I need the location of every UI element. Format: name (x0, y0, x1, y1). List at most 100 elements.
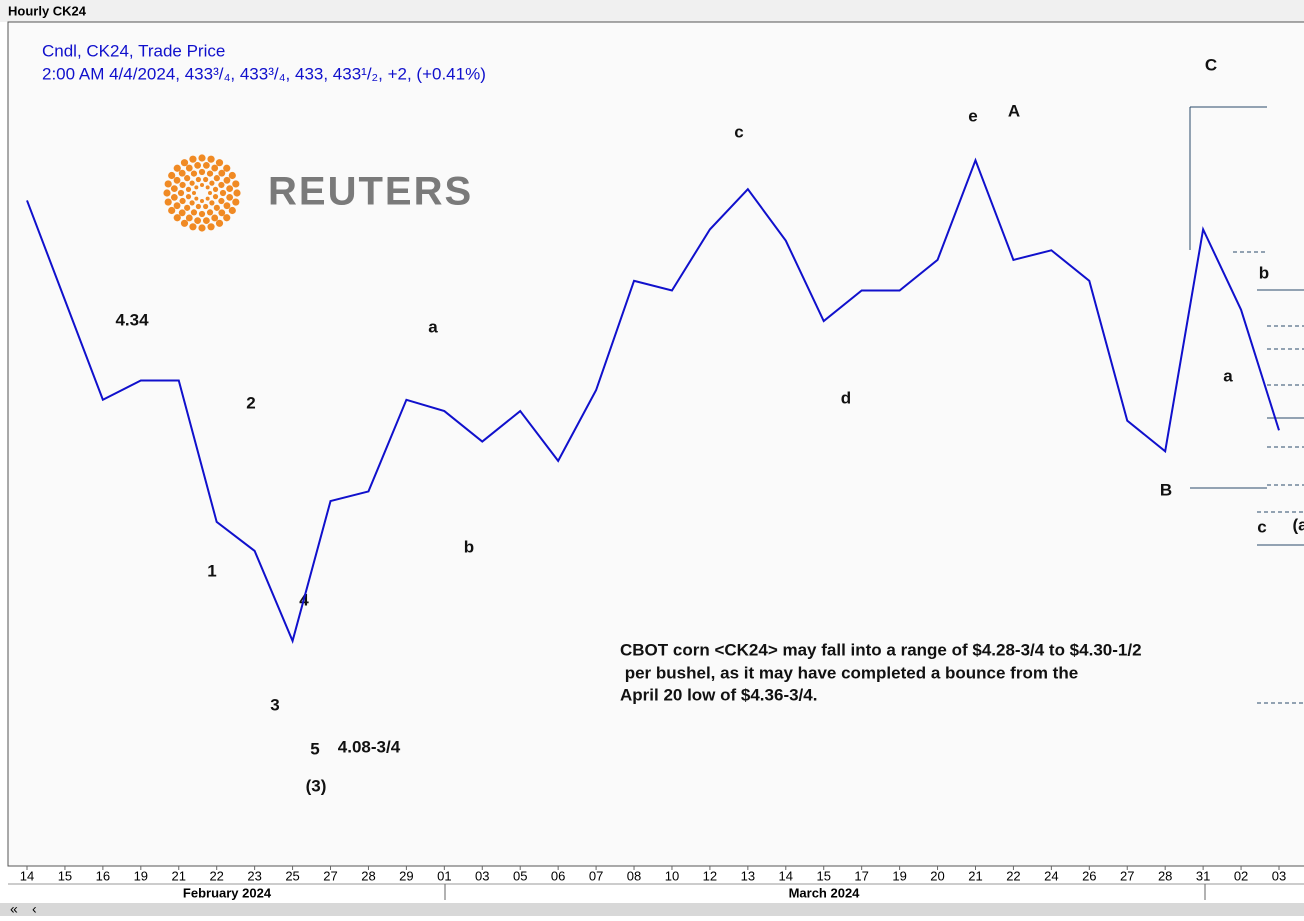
logo-dot (179, 197, 186, 205)
x-tick-label: 28 (1158, 868, 1172, 883)
logo (163, 154, 241, 232)
window-title: Hourly CK24 (8, 3, 87, 18)
x-tick-label: 22 (209, 868, 223, 883)
logo-dot (185, 186, 192, 192)
annotation: 5 (310, 739, 319, 758)
logo-dot (206, 209, 214, 216)
logo-dot (211, 164, 219, 172)
logo-dot (218, 209, 226, 217)
annotation: c (734, 122, 743, 141)
logo-dot (179, 181, 186, 189)
annotation: C (1205, 55, 1217, 74)
x-tick-label: 20 (930, 868, 944, 883)
x-tick-label: 01 (437, 868, 451, 883)
logo-dot (223, 214, 231, 222)
logo-dot (209, 200, 215, 206)
logo-dot (164, 180, 172, 188)
x-tick-label: 06 (551, 868, 565, 883)
logo-dot (178, 209, 186, 217)
logo-dot (195, 203, 201, 210)
x-tick-label: 21 (968, 868, 982, 883)
x-tick-label: 12 (703, 868, 717, 883)
logo-dot (198, 210, 206, 218)
annotation: B (1160, 480, 1172, 499)
x-tick-label: 16 (96, 868, 110, 883)
scrollbar[interactable] (0, 903, 1304, 916)
month-label: March 2024 (789, 885, 861, 900)
logo-dot (208, 191, 212, 195)
title-bar (0, 0, 1304, 22)
logo-dot (200, 183, 204, 187)
logo-dot (173, 176, 181, 184)
logo-dot (190, 209, 198, 216)
logo-dot (189, 223, 197, 231)
annotation: a (1223, 366, 1233, 385)
x-tick-label: 23 (247, 868, 261, 883)
logo-dot (185, 194, 192, 200)
x-tick-label: 15 (58, 868, 72, 883)
logo-dot (194, 196, 199, 201)
x-tick-label: 26 (1082, 868, 1096, 883)
logo-dot (203, 203, 209, 210)
logo-dot (212, 194, 219, 200)
logo-dot (226, 193, 234, 201)
logo-dot (180, 159, 189, 167)
logo-dot (190, 170, 198, 177)
x-tick-label: 10 (665, 868, 679, 883)
logo-dot (213, 204, 220, 211)
logo-dot (215, 159, 224, 167)
logo-dot (203, 176, 209, 183)
logo-dot (170, 185, 178, 193)
annotation: 3 (270, 695, 279, 714)
x-tick-label: 31 (1196, 868, 1210, 883)
annotation: d (841, 388, 851, 407)
logo-dot (194, 161, 202, 169)
logo-dot (213, 175, 220, 182)
logo-dot (202, 161, 210, 169)
x-tick-label: 22 (1006, 868, 1020, 883)
comment: April 20 low of $4.36-3/4. (620, 685, 817, 704)
logo-dot (219, 189, 227, 197)
logo-dot (189, 200, 195, 206)
logo-dot (233, 189, 241, 197)
logo-dot (218, 197, 225, 205)
x-tick-label: 07 (589, 868, 603, 883)
logo-dot (180, 219, 189, 227)
x-tick-label: 14 (20, 868, 34, 883)
annotation: c (1257, 517, 1266, 536)
x-tick-label: 27 (323, 868, 337, 883)
logo-dot (163, 189, 171, 197)
x-tick-label: 15 (816, 868, 830, 883)
scroll-prev[interactable]: ‹ (32, 901, 37, 917)
x-tick-label: 05 (513, 868, 527, 883)
logo-dot (195, 176, 201, 183)
logo-dot (200, 199, 204, 203)
x-tick-label: 19 (892, 868, 906, 883)
x-tick-label: 17 (854, 868, 868, 883)
logo-dot (198, 168, 206, 176)
x-tick-label: 28 (361, 868, 375, 883)
x-tick-label: 08 (627, 868, 641, 883)
logo-dot (206, 170, 214, 177)
scroll-first[interactable]: « (10, 901, 18, 917)
logo-dot (189, 155, 197, 163)
logo-dot (205, 185, 210, 190)
annotation: b (1259, 263, 1269, 282)
x-tick-label: 19 (134, 868, 148, 883)
logo-dot (212, 186, 219, 192)
annotation: (a (1292, 515, 1304, 534)
plot-area (7, 21, 1304, 867)
logo-text: REUTERS (268, 170, 473, 214)
logo-dot (223, 164, 231, 172)
annotation: 1 (207, 561, 216, 580)
logo-dot (218, 181, 225, 189)
logo-dot (232, 180, 240, 188)
logo-dot (194, 217, 202, 225)
logo-dot (185, 214, 193, 222)
logo-dot (168, 171, 176, 180)
annotation: A (1008, 101, 1020, 120)
annotation: 4.34 (115, 310, 149, 329)
logo-dot (198, 224, 206, 232)
logo-dot (223, 176, 231, 184)
